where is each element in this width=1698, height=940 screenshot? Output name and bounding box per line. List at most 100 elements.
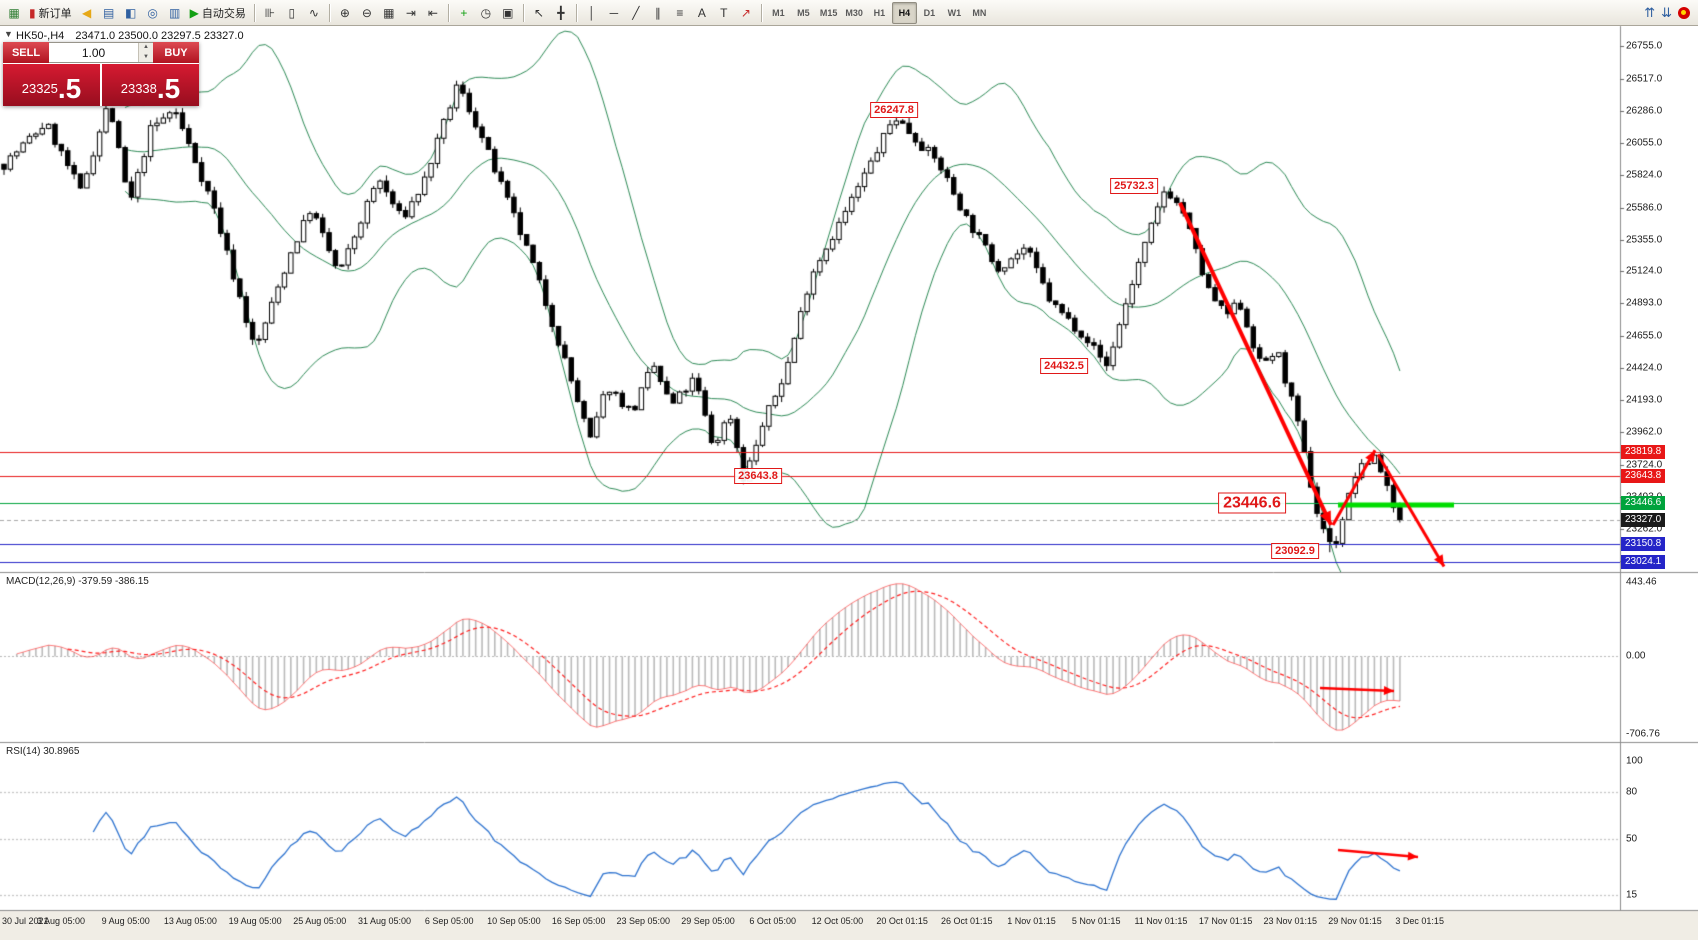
periods-button[interactable]: ◷ <box>475 2 497 24</box>
alert-horn-icon: ◀ <box>81 5 92 20</box>
zoom-in-icon: ⊕ <box>339 5 350 20</box>
tile-windows-button[interactable]: ▦ <box>378 2 400 24</box>
toolbar-separator <box>328 3 330 22</box>
navigator-button[interactable]: ◎ <box>142 2 164 24</box>
new-order-icon: ▮ <box>29 5 36 20</box>
horizontal-line-button[interactable]: ─ <box>603 2 625 24</box>
indicators-icon: + <box>460 5 468 20</box>
tf-h4-button[interactable]: H4 <box>891 1 917 24</box>
zoom-out-icon: ⊖ <box>361 5 372 20</box>
new-order-button[interactable]: ▮ 新订单 <box>25 2 76 24</box>
text-icon: A <box>697 5 706 20</box>
vertical-line-icon: │ <box>588 5 596 20</box>
tf-m5-button[interactable]: M5 <box>797 7 810 18</box>
templates-icon: ▣ <box>502 5 514 20</box>
channel-button[interactable]: ∥ <box>647 2 669 24</box>
scroll-down-icon[interactable]: ⇊ <box>1661 4 1672 20</box>
templates-button[interactable]: ▣ <box>497 2 519 24</box>
toolbar-items: ▦ ▮ 新订单 ◀ ▤ ◧ ◎ ▥ ▶ 自动交易 ⊪ ▯ ∿ ⊕ ⊖ ▦ ⇥ ⇤ + ◷ ▣ ↖ ╋ │ ─ ╱ ∥ ≡ A T ↗ M1 M5… <box>3 0 992 25</box>
tf-m15-button[interactable]: M15 <box>819 7 838 18</box>
candles-chart-icon: ▯ <box>288 5 296 20</box>
new-order-label: 新订单 <box>38 7 72 20</box>
vertical-line-button[interactable]: │ <box>581 2 603 24</box>
autotrading-label: 自动交易 <box>201 7 246 20</box>
new-chart-icon: ▦ <box>8 5 20 20</box>
sell-price-main: 23325 <box>21 81 58 96</box>
chart-shift-button[interactable]: ⇤ <box>422 2 444 24</box>
market-watch-button[interactable]: ▤ <box>98 2 120 24</box>
tf-m30-button[interactable]: M30 <box>845 7 863 18</box>
bars-chart-icon: ⊪ <box>264 5 276 20</box>
cursor-button[interactable]: ↖ <box>528 2 550 24</box>
navigator-icon: ◎ <box>147 5 158 20</box>
tf-d1-button[interactable]: D1 <box>923 7 936 18</box>
zoom-out-button[interactable]: ⊖ <box>356 2 378 24</box>
sell-button[interactable]: SELL <box>3 42 49 63</box>
fibonacci-icon: ≡ <box>676 5 684 20</box>
text-label-icon: T <box>720 5 728 20</box>
volume-up-button[interactable]: ▲ <box>139 43 153 53</box>
tf-m1-button[interactable]: M1 <box>772 7 785 18</box>
tile-windows-icon: ▦ <box>383 5 395 20</box>
buy-price-big: .5 <box>156 73 181 104</box>
bars-chart-button[interactable]: ⊪ <box>259 2 281 24</box>
data-window-icon: ◧ <box>124 5 137 20</box>
chart-info-line: HK50-,H4 23471.0 23500.0 23297.5 23327.0 <box>16 30 244 42</box>
auto-scroll-icon: ⇥ <box>405 5 416 20</box>
autotrading-icon: ▶ <box>189 5 199 20</box>
volume-input[interactable] <box>49 43 138 62</box>
arrows-tool-button[interactable]: ↗ <box>735 2 757 24</box>
buy-button[interactable]: BUY <box>153 42 199 63</box>
toolbar-separator <box>760 3 762 22</box>
zoom-in-button[interactable]: ⊕ <box>334 2 356 24</box>
sell-price-button[interactable]: 23325.5 <box>3 64 100 106</box>
tf-w1-button[interactable]: W1 <box>947 7 962 18</box>
toolbar-separator <box>447 3 449 22</box>
alert-horn-button[interactable]: ◀ <box>76 2 98 24</box>
terminal-button[interactable]: ▥ <box>164 2 186 24</box>
tf-h1-button[interactable]: H1 <box>873 7 886 18</box>
cursor-icon: ↖ <box>533 5 544 20</box>
text-button[interactable]: A <box>691 2 713 24</box>
market-watch-icon: ▤ <box>102 5 115 20</box>
toolbar-separator <box>253 3 255 22</box>
macd-label: MACD(12,26,9) -379.59 -386.15 <box>6 576 149 587</box>
auto-scroll-button[interactable]: ⇥ <box>400 2 422 24</box>
data-window-button[interactable]: ◧ <box>120 2 142 24</box>
ohlc-values: 23471.0 23500.0 23297.5 23327.0 <box>75 30 244 42</box>
trendline-icon: ╱ <box>632 5 640 20</box>
terminal-icon: ▥ <box>168 5 181 20</box>
volume-spinner: ▲ ▼ <box>138 43 153 62</box>
periods-icon: ◷ <box>480 5 492 20</box>
volume-down-button[interactable]: ▼ <box>139 52 153 62</box>
one-click-trading-panel: SELL ▲ ▼ BUY 23325.5 23338.5 <box>3 42 199 106</box>
text-label-button[interactable]: T <box>713 2 735 24</box>
autotrading-button[interactable]: ▶ 自动交易 <box>186 2 250 24</box>
sell-price-big: .5 <box>57 73 82 104</box>
line-chart-icon: ∿ <box>308 5 319 20</box>
new-chart-button[interactable]: ▦ <box>3 2 25 24</box>
status-ball-icon[interactable] <box>1678 6 1690 19</box>
toolbar-separator <box>575 3 577 22</box>
crosshair-icon: ╋ <box>557 5 565 20</box>
tf-mn-button[interactable]: MN <box>972 7 987 18</box>
fibonacci-button[interactable]: ≡ <box>669 2 691 24</box>
horizontal-line-icon: ─ <box>609 5 619 20</box>
scroll-up-icon[interactable]: ⇈ <box>1644 4 1656 20</box>
channel-icon: ∥ <box>654 5 661 20</box>
toolbar-separator <box>522 3 524 22</box>
arrows-tool-icon: ↗ <box>740 5 751 20</box>
rsi-label: RSI(14) 30.8965 <box>6 746 80 757</box>
crosshair-button[interactable]: ╋ <box>550 2 572 24</box>
one-click-collapse-icon[interactable]: ▼ <box>4 29 13 39</box>
candles-chart-button[interactable]: ▯ <box>281 2 303 24</box>
indicators-button[interactable]: + <box>453 2 475 24</box>
chart-shift-icon: ⇤ <box>427 5 438 20</box>
toolbar: ▦ ▮ 新订单 ◀ ▤ ◧ ◎ ▥ ▶ 自动交易 ⊪ ▯ ∿ ⊕ ⊖ ▦ ⇥ ⇤ + ◷ ▣ ↖ ╋ │ ─ ╱ ∥ ≡ A T ↗ M1 M5… <box>0 0 1698 26</box>
line-chart-button[interactable]: ∿ <box>303 2 325 24</box>
buy-price-button[interactable]: 23338.5 <box>102 64 199 106</box>
trendline-button[interactable]: ╱ <box>625 2 647 24</box>
buy-price-main: 23338 <box>120 81 157 96</box>
